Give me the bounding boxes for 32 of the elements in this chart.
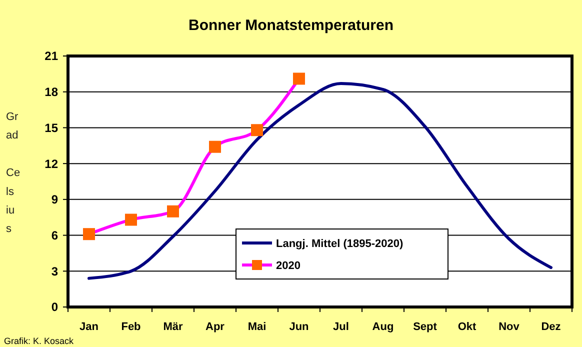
- x-tick-label: Nov: [498, 321, 520, 333]
- y-tick-label: 3: [51, 264, 58, 278]
- point: [293, 72, 305, 85]
- point: [125, 214, 137, 226]
- y-tick-label: 9: [51, 192, 58, 207]
- x-tick-label: Apr: [206, 321, 226, 333]
- legend-label: Langj. Mittel (1895-2020): [276, 238, 404, 250]
- line-series: [88, 82, 552, 280]
- point: [167, 205, 179, 218]
- y-tick-label: 0: [51, 300, 58, 314]
- point: [209, 140, 221, 153]
- y-tick-label: 12: [44, 156, 58, 171]
- y-tick-label: 18: [44, 85, 58, 100]
- x-tick-label: Jan: [80, 321, 99, 333]
- text: Grad Celsius: [6, 111, 20, 236]
- x-tick-label: Aug: [372, 321, 394, 333]
- y-tick-label: 6: [51, 228, 58, 242]
- x-tick-label: Jul: [333, 321, 349, 333]
- y-tick-label: 21: [44, 49, 58, 64]
- point: [251, 124, 263, 136]
- point: [83, 228, 95, 240]
- x-tick-label: Jun: [289, 321, 310, 333]
- x-tick-label: Okt: [458, 321, 476, 333]
- x-tick-label: Mär: [163, 321, 184, 333]
- x-tick-label: Feb: [121, 321, 142, 333]
- legend-label: 2020: [276, 260, 300, 272]
- x-tick-label: Dez: [541, 321, 562, 333]
- chart-title: Bonner Monatstemperaturen: [188, 17, 394, 34]
- x-tick-label: Mai: [248, 321, 266, 333]
- text: Grafik: K. Kosack: [4, 336, 74, 346]
- x-tick-label: Sept: [413, 321, 438, 333]
- y-tick-label: 15: [44, 120, 58, 135]
